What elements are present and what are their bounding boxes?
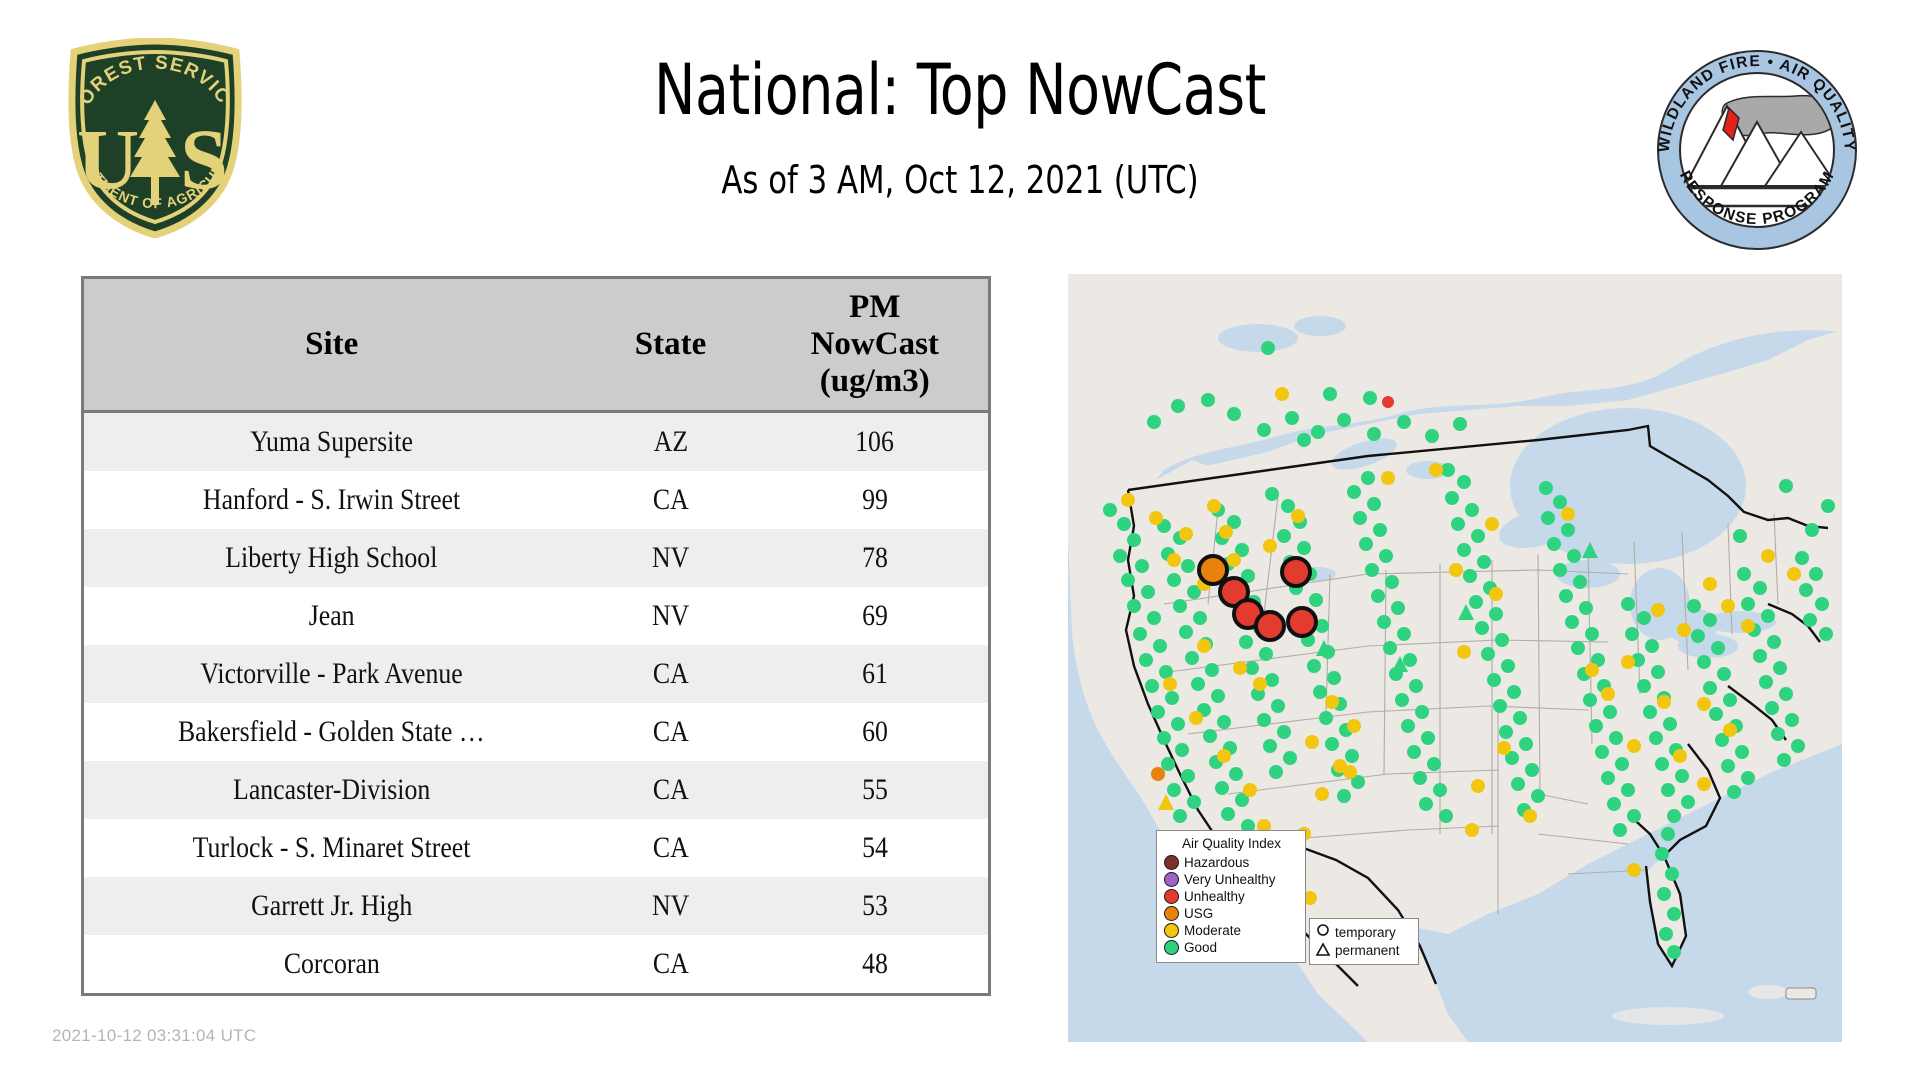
table-row[interactable]: Victorville - Park Avenue CA 61 <box>82 644 990 703</box>
column-header-pm-line1: PM <box>849 289 901 325</box>
map-canvas[interactable] <box>1068 274 1842 1042</box>
cell-value: 60 <box>861 714 888 748</box>
cell-site: Hanford - S. Irwin Street <box>203 482 461 516</box>
cell-site: Corcoran <box>283 946 380 980</box>
svg-text:U: U <box>77 111 139 207</box>
cell-value: 55 <box>861 772 888 806</box>
triangle-icon <box>1315 942 1331 958</box>
cell-state: CA <box>652 482 689 516</box>
column-header-pm-line3: (ug/m3) <box>819 362 930 399</box>
cell-site: Yuma Supersite <box>250 424 414 458</box>
us-forest-service-logo: FOREST SERVICE U S DEPARTMENT OF AGRICUL… <box>51 22 253 239</box>
legend-label-permanent: permanent <box>1335 942 1400 958</box>
air-quality-map[interactable]: Air Quality Index Hazardous Very Unhealt… <box>1068 274 1842 1042</box>
generated-timestamp: 2021-10-12 03:31:04 UTC <box>52 1026 257 1045</box>
table-row[interactable]: Garrett Jr. High NV 53 <box>82 876 990 935</box>
cell-state: AZ <box>653 424 688 458</box>
cell-state: CA <box>652 714 689 748</box>
good-monitors <box>1103 341 1835 959</box>
svg-text:S: S <box>180 111 228 207</box>
highlighted-top-sites <box>1197 554 1318 642</box>
cell-site: Victorville - Park Avenue <box>200 656 463 690</box>
table-row[interactable]: Yuma Supersite AZ 106 <box>82 411 990 471</box>
column-header-site[interactable]: Site <box>82 277 580 413</box>
aqi-swatch-good <box>1164 940 1179 955</box>
column-header-state[interactable]: State <box>579 277 762 413</box>
cell-state: CA <box>652 830 689 864</box>
wfaq-program-seal-icon: WILDLAND FIRE • AIR QUALITY RESPONSE PRO… <box>1656 50 1857 250</box>
cell-value: 69 <box>861 598 888 632</box>
cell-site: Garrett Jr. High <box>251 888 413 922</box>
table-header-row: Site State PM NowCast (ug/m3) <box>82 277 990 413</box>
aqi-legend-item-hazardous: Hazardous <box>1164 854 1299 871</box>
aqi-legend-item-unhealthy: Unhealthy <box>1164 888 1299 905</box>
cell-state: NV <box>651 540 690 574</box>
aqi-legend-item-good: Good <box>1164 939 1299 956</box>
legend-item-permanent: permanent <box>1315 941 1413 959</box>
column-header-site-label: Site <box>305 325 359 362</box>
cell-state: NV <box>651 888 690 922</box>
aqi-legend-item-very-unhealthy: Very Unhealthy <box>1164 871 1299 888</box>
table-row[interactable]: Hanford - S. Irwin Street CA 99 <box>82 470 990 529</box>
table-row[interactable]: Turlock - S. Minaret Street CA 54 <box>82 818 990 877</box>
table-row[interactable]: Corcoran CA 48 <box>82 934 990 995</box>
aqi-legend-title: Air Quality Index <box>1181 836 1282 851</box>
cell-value: 53 <box>861 888 888 922</box>
aqi-swatch-very-unhealthy <box>1164 872 1179 887</box>
cell-site: Turlock - S. Minaret Street <box>192 830 471 864</box>
legend-label-temporary: temporary <box>1335 924 1396 940</box>
aqi-label-usg: USG <box>1184 906 1214 921</box>
aqi-label-moderate: Moderate <box>1184 923 1242 938</box>
column-header-pm-line2: NowCast <box>810 325 939 362</box>
table-row[interactable]: Bakersfield - Golden State … CA 60 <box>82 702 990 761</box>
cell-value: 54 <box>861 830 888 864</box>
cell-value: 78 <box>861 540 888 574</box>
cell-value: 61 <box>861 656 888 690</box>
column-header-pm-nowcast[interactable]: PM NowCast (ug/m3) <box>761 277 990 413</box>
top-nowcast-table: Site State PM NowCast (ug/m3) Yuma Super… <box>81 276 991 996</box>
aqi-label-good: Good <box>1184 940 1218 955</box>
cell-value: 106 <box>855 424 895 458</box>
aqi-label-hazardous: Hazardous <box>1184 855 1250 870</box>
column-header-state-label: State <box>634 325 707 362</box>
aqi-legend-item-usg: USG <box>1164 905 1299 922</box>
cell-state: CA <box>652 656 689 690</box>
monitor-type-legend: temporary permanent <box>1309 918 1419 965</box>
aqi-swatch-unhealthy <box>1164 889 1179 904</box>
table-row[interactable]: Lancaster-Division CA 55 <box>82 760 990 819</box>
aqi-legend: Air Quality Index Hazardous Very Unhealt… <box>1156 830 1306 963</box>
cell-state: NV <box>651 598 690 632</box>
wildland-fire-air-quality-logo: WILDLAND FIRE • AIR QUALITY RESPONSE PRO… <box>1655 48 1860 253</box>
aqi-label-unhealthy: Unhealthy <box>1184 889 1245 904</box>
aqi-label-very-unhealthy: Very Unhealthy <box>1184 872 1276 887</box>
top-site-marker <box>1254 610 1286 642</box>
title-block: National: Top NowCast As of 3 AM, Oct 12… <box>300 55 1620 199</box>
cell-value: 99 <box>861 482 888 516</box>
cell-site: Bakersfield - Golden State … <box>178 714 486 748</box>
cell-site: Jean <box>308 598 355 632</box>
top-site-marker <box>1197 554 1229 586</box>
unhealthy-monitors <box>1382 396 1394 408</box>
legend-item-temporary: temporary <box>1315 923 1413 941</box>
table-row[interactable]: Jean NV 69 <box>82 586 990 645</box>
top-site-marker <box>1280 556 1312 588</box>
top-site-marker <box>1286 606 1318 638</box>
page-title: National: Top NowCast <box>654 49 1266 131</box>
circle-icon <box>1315 924 1331 940</box>
page-subtitle: As of 3 AM, Oct 12, 2021 (UTC) <box>721 158 1199 202</box>
cell-state: CA <box>652 772 689 806</box>
top-site-marker <box>1218 576 1250 608</box>
cell-value: 48 <box>861 946 888 980</box>
aqi-swatch-usg <box>1164 906 1179 921</box>
aqi-swatch-moderate <box>1164 923 1179 938</box>
table-row[interactable]: Liberty High School NV 78 <box>82 528 990 587</box>
cell-site: Liberty High School <box>225 540 438 574</box>
cell-site: Lancaster-Division <box>233 772 431 806</box>
cell-state: CA <box>652 946 689 980</box>
forest-service-shield-icon: FOREST SERVICE U S DEPARTMENT OF AGRICUL… <box>51 22 242 239</box>
aqi-legend-item-moderate: Moderate <box>1164 922 1299 939</box>
aqi-swatch-hazardous <box>1164 855 1179 870</box>
